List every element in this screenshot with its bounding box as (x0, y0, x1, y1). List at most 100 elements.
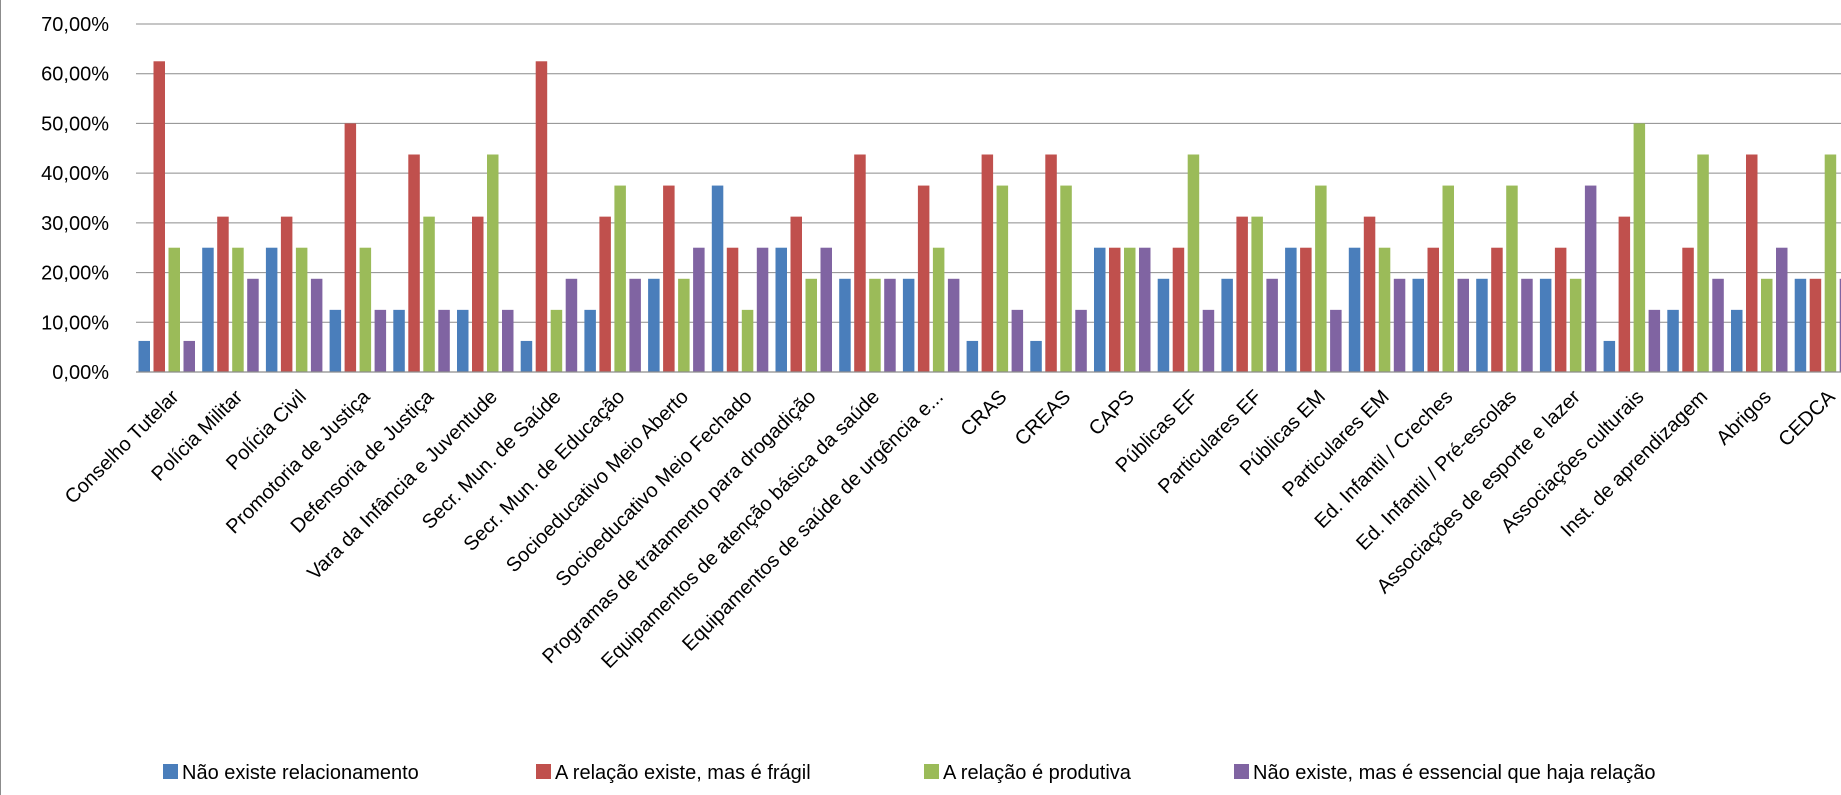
y-axis-tick-labels: 0,00% 10,00% 20,00% 30,00% 40,00% 50,00% 60,00… (41, 14, 109, 384)
bar (584, 309, 596, 372)
bar (1330, 309, 1342, 372)
bar (1712, 278, 1724, 372)
bar (1109, 247, 1121, 372)
bar (1618, 216, 1631, 372)
bar (202, 247, 214, 372)
bar (502, 309, 514, 372)
bar (344, 123, 357, 373)
bar (1731, 309, 1743, 372)
bar (599, 216, 611, 372)
legend-swatch (924, 764, 939, 779)
bar (648, 278, 660, 372)
bar (1187, 154, 1200, 372)
bar (1603, 340, 1616, 372)
bar (1697, 154, 1709, 372)
bar (1202, 309, 1215, 372)
legend: Não existe relacionamento A relação exist… (163, 762, 1655, 784)
bar (438, 309, 450, 372)
y-tick-label: 30,00% (41, 213, 109, 235)
bar (1746, 154, 1758, 372)
legend-label: Não existe, mas é essencial que haja rel… (1253, 762, 1655, 784)
bar (775, 247, 787, 372)
bar (1172, 247, 1185, 372)
bar (1824, 154, 1837, 372)
bar (1506, 185, 1518, 372)
bar (1139, 247, 1151, 372)
legend-label: Não existe relacionamento (182, 762, 419, 784)
y-tick-label: 40,00% (41, 163, 109, 185)
bar (487, 154, 499, 372)
bar (711, 185, 724, 372)
bar (183, 340, 195, 372)
y-tick-label: 0,00% (52, 362, 109, 384)
bar (1363, 216, 1376, 372)
bar (756, 247, 769, 372)
bar (1060, 185, 1072, 372)
bar (1124, 247, 1136, 372)
bar (535, 61, 548, 372)
bar (1030, 340, 1042, 372)
bar (1682, 247, 1694, 372)
bar (1491, 247, 1503, 372)
bar (168, 247, 180, 372)
bar (902, 278, 915, 372)
bar (917, 185, 930, 372)
bar (1539, 278, 1552, 372)
bar (1521, 278, 1533, 372)
bar (693, 247, 705, 372)
bar (1809, 278, 1822, 372)
bar (374, 309, 387, 372)
bar (1266, 278, 1278, 372)
bar (996, 185, 1009, 372)
bar (790, 216, 802, 372)
bar (550, 309, 563, 372)
bar (232, 247, 244, 372)
bar (1378, 247, 1391, 372)
bar (1315, 185, 1327, 372)
bar (359, 247, 372, 372)
bar (457, 309, 469, 372)
bar (1011, 309, 1024, 372)
bar (1476, 278, 1488, 372)
bar (472, 216, 484, 372)
legend-swatch (1234, 764, 1249, 779)
bar (854, 154, 866, 372)
y-tick-label: 10,00% (41, 312, 109, 334)
bar (247, 278, 259, 372)
bar (839, 278, 851, 372)
x-category-label: CAPS (1085, 386, 1139, 440)
bar (393, 309, 405, 372)
bar (1427, 247, 1439, 372)
y-tick-label: 60,00% (41, 64, 109, 86)
x-category-label: CRAS (957, 386, 1012, 441)
x-category-label: Conselho Tutelar (61, 386, 184, 509)
bar (1633, 123, 1646, 373)
bar (1667, 309, 1679, 372)
bar (1285, 247, 1297, 372)
bar (1776, 247, 1788, 372)
bar (329, 309, 342, 372)
bar (1648, 309, 1661, 372)
bar (565, 278, 578, 372)
bar (869, 278, 881, 372)
bar (217, 216, 229, 372)
bar (1045, 154, 1057, 372)
bar (1839, 278, 1841, 372)
bar (153, 61, 165, 372)
bar (1348, 247, 1361, 372)
bar (1300, 247, 1312, 372)
bar (1393, 278, 1406, 372)
y-tick-label: 50,00% (41, 113, 109, 135)
bar (295, 247, 308, 372)
bar (1794, 278, 1807, 372)
bar (678, 278, 690, 372)
bar (1457, 278, 1469, 372)
x-category-label: CREAS (1011, 386, 1075, 450)
legend-label: A relação existe, mas é frágil (555, 762, 811, 784)
bar (884, 278, 896, 372)
bar (520, 340, 533, 372)
bar (1569, 278, 1582, 372)
